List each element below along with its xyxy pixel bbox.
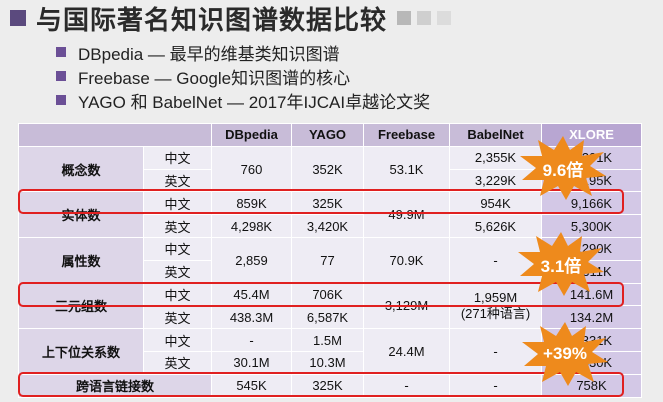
lang-en: 英文 xyxy=(143,214,212,238)
title-bullet-square xyxy=(10,10,26,26)
table-corner xyxy=(18,123,212,147)
cell: - xyxy=(449,373,542,398)
table-row: 英文 4,298K 3,420K 5,626K 5,300K xyxy=(19,214,642,238)
table-row: 概念数 中文 760 352K 53.1K 2,355K 2,201K xyxy=(18,145,642,193)
cell: 3,229K xyxy=(449,168,542,193)
cell: 77 xyxy=(291,236,364,284)
table-row: 跨语言链接数 545K 325K - - 758K xyxy=(18,373,642,398)
cell: 1.5M xyxy=(291,328,364,352)
starburst-icon xyxy=(520,136,606,200)
cell: 954K xyxy=(449,191,542,216)
col-header-yago: YAGO xyxy=(291,123,364,147)
burst-badge-entity: 9.6倍 xyxy=(520,136,606,200)
burst-badge-crosslingual: +39% xyxy=(522,322,608,386)
highlight-box-triple-zh xyxy=(18,282,624,307)
bullet-item: DBpedia — 最早的维基类知识图谱 xyxy=(56,40,430,64)
cell: 5,626K xyxy=(449,214,542,238)
cell-note: (271种语言) xyxy=(460,305,531,321)
cell: 5,300K xyxy=(541,214,642,238)
lang-zh: 中文 xyxy=(143,236,212,261)
cell: 70.9K xyxy=(363,236,450,284)
title-deco-square xyxy=(397,11,412,25)
cell: - xyxy=(449,236,542,284)
bullet-square-icon xyxy=(56,47,66,57)
burst-label: 3.1倍 xyxy=(540,256,582,276)
bullet-item: Freebase — Google知识图谱的核心 xyxy=(56,64,430,88)
lang-en: 英文 xyxy=(143,305,212,330)
title-deco-square xyxy=(437,11,452,25)
lang-zh: 中文 xyxy=(143,191,212,216)
cell: - xyxy=(211,328,292,352)
slide-title: 与国际著名知识图谱数据比较 xyxy=(36,4,388,35)
cell: - xyxy=(449,328,542,375)
cell: 859K xyxy=(211,191,292,216)
cell: 3,420K xyxy=(291,214,364,238)
cell: 760 xyxy=(211,145,292,193)
cell: 4,298K xyxy=(211,214,292,238)
cell: - xyxy=(363,373,450,398)
row-header-entity: 实体数 xyxy=(18,191,144,238)
cell: 2,355K xyxy=(449,145,542,170)
bullet-list: DBpedia — 最早的维基类知识图谱 Freebase — Google知识… xyxy=(56,40,430,112)
highlight-box-crosslingual xyxy=(18,372,624,397)
cell: 352K xyxy=(291,145,364,193)
slide-title-bar: 与国际著名知识图谱数据比较 xyxy=(10,4,452,35)
cell: 24.4M xyxy=(363,328,450,375)
burst-label: +39% xyxy=(543,344,587,363)
bullet-text: DBpedia — 最早的维基类知识图谱 xyxy=(78,44,340,64)
bullet-text: Freebase — Google知识图谱的核心 xyxy=(78,68,351,88)
lang-en: 英文 xyxy=(143,259,212,284)
burst-badge-triple: 3.1倍 xyxy=(518,232,604,296)
title-deco-square xyxy=(417,11,432,25)
row-header-hierarchy: 上下位关系数 xyxy=(18,328,144,375)
cell: 53.1K xyxy=(363,145,450,193)
cell: 2,859 xyxy=(211,236,292,284)
row-header-property: 属性数 xyxy=(18,236,144,284)
cell: 10.3M xyxy=(291,350,364,375)
lang-zh: 中文 xyxy=(143,328,212,352)
lang-en: 英文 xyxy=(143,350,212,375)
cell: 45.4M xyxy=(211,282,292,307)
burst-label: 9.6倍 xyxy=(542,160,584,180)
lang-en: 英文 xyxy=(143,168,212,193)
lang-zh: 中文 xyxy=(143,145,212,170)
cell: 6,587K xyxy=(291,305,364,330)
table-row: 实体数 中文 859K 325K 49.9M 954K 9,166K xyxy=(18,191,642,238)
row-header-concept: 概念数 xyxy=(18,145,144,193)
bullet-item: YAGO 和 BabelNet — 2017年IJCAI卓越论文奖 xyxy=(56,88,430,112)
cell: 438.3M xyxy=(211,305,292,330)
highlight-box-entity-zh xyxy=(18,189,624,214)
bullet-square-icon xyxy=(56,71,66,81)
bullet-text: YAGO 和 BabelNet — 2017年IJCAI卓越论文奖 xyxy=(78,92,431,112)
starburst-icon xyxy=(522,322,608,386)
col-header-freebase: Freebase xyxy=(363,123,450,147)
cell: 30.1M xyxy=(211,350,292,375)
cell-value: 1,959M xyxy=(473,289,518,305)
cell: 706K xyxy=(291,282,364,307)
cell: 325K xyxy=(291,373,364,398)
cell: 545K xyxy=(211,373,292,398)
starburst-icon xyxy=(518,232,604,296)
table-header-row: DBpedia YAGO Freebase BabelNet XLORE xyxy=(18,123,642,147)
col-header-dbpedia: DBpedia xyxy=(211,123,292,147)
bullet-square-icon xyxy=(56,95,66,105)
col-header-xlore: XLORE xyxy=(541,123,642,147)
